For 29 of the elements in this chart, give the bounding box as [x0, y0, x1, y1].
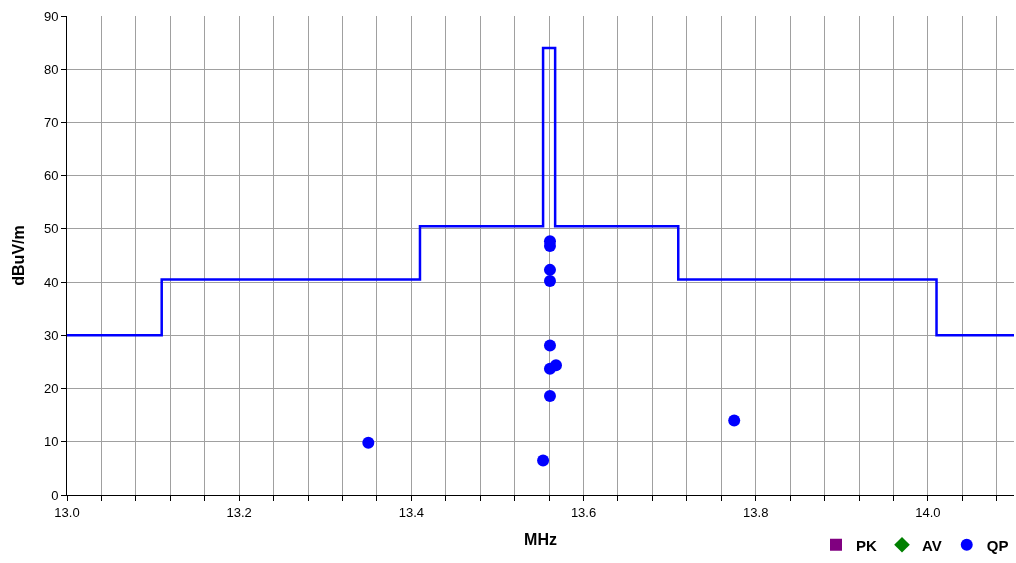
point [728, 414, 741, 427]
y-tick-label: 20 [43, 381, 59, 397]
point [362, 436, 375, 449]
point [537, 454, 550, 467]
x-tick-label: 13.8 [743, 504, 769, 520]
x-tick-label: 14.0 [915, 504, 941, 520]
x-axis-title: MHz [524, 531, 557, 549]
point [543, 275, 556, 288]
point [543, 263, 556, 276]
legend-label: PK [856, 536, 877, 554]
point [543, 390, 556, 402]
y-axis-title: dBuV/m [9, 225, 27, 286]
legend-label: AV [922, 536, 942, 554]
x-tick-label: 13.0 [54, 504, 80, 520]
point [543, 339, 556, 352]
y-tick-label: 80 [43, 61, 59, 77]
x-tick-label: 13.6 [570, 504, 597, 520]
y-tick-label: 10 [43, 434, 59, 450]
y-tick-label: 50 [43, 221, 59, 237]
y-tick-label: 70 [43, 114, 59, 130]
y-tick-label: 60 [43, 168, 59, 184]
y-tick-label: 40 [43, 274, 59, 290]
x-tick-label: 13.4 [398, 504, 425, 520]
x-tick-label: 13.2 [226, 504, 252, 520]
y-tick-label: 0 [51, 487, 59, 503]
legend-label: QP [986, 536, 1009, 554]
y-tick-label: 30 [43, 327, 59, 343]
y-tick-label: 90 [43, 8, 59, 24]
point [550, 359, 562, 372]
